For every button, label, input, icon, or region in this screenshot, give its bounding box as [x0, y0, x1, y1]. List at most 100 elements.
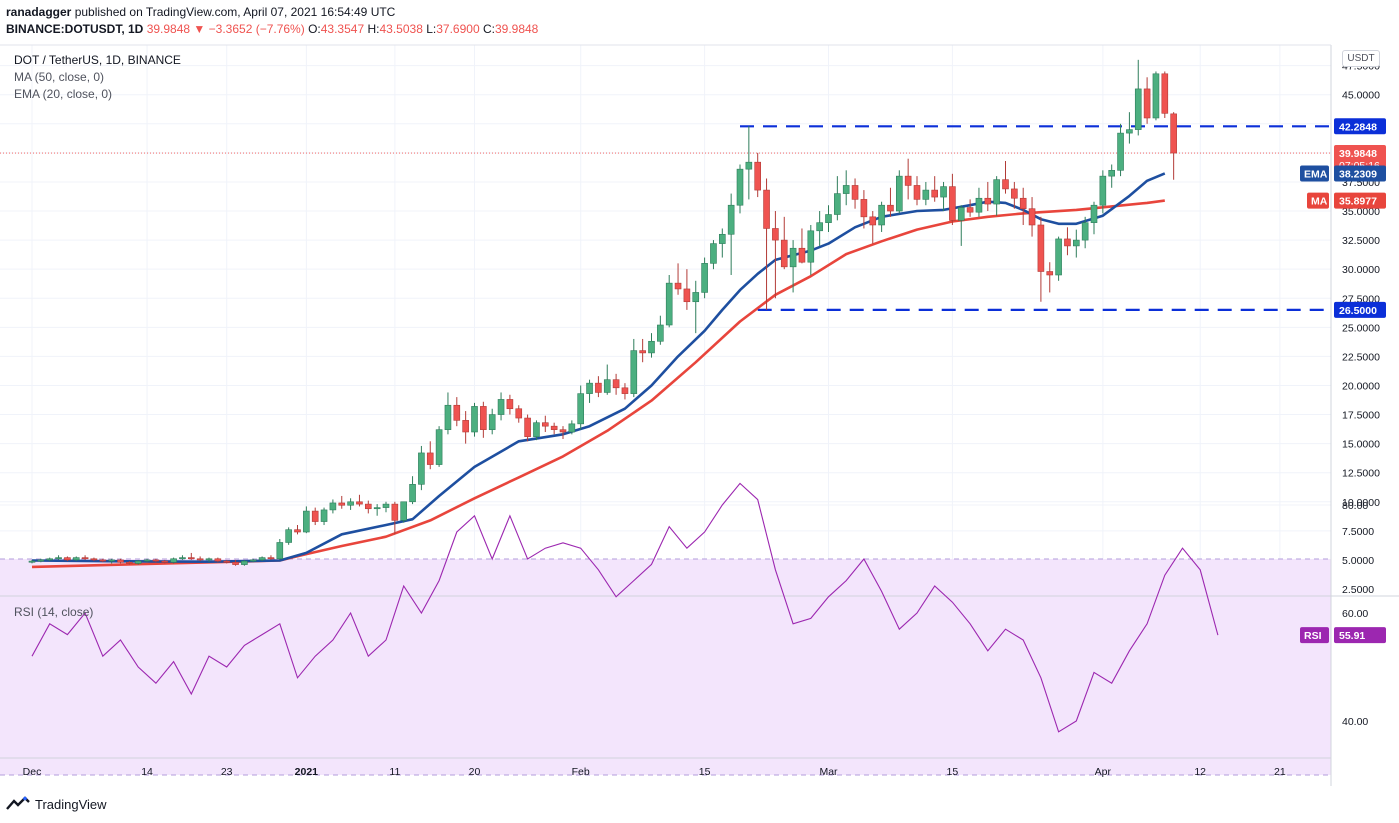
- candle-body[interactable]: [320, 509, 328, 522]
- candle-body[interactable]: [134, 560, 142, 564]
- candle-body[interactable]: [196, 558, 204, 561]
- candle-body[interactable]: [993, 179, 1000, 205]
- candle-body[interactable]: [232, 561, 239, 565]
- candle-body[interactable]: [524, 417, 531, 437]
- candle-body[interactable]: [471, 406, 478, 433]
- candle-body[interactable]: [356, 501, 363, 505]
- candle-body[interactable]: [435, 429, 443, 465]
- candle-body[interactable]: [480, 406, 487, 430]
- candle-body[interactable]: [1011, 188, 1018, 199]
- candle-body[interactable]: [1134, 88, 1142, 130]
- candle-body[interactable]: [205, 558, 213, 561]
- candle-body[interactable]: [1019, 197, 1027, 209]
- candle-body[interactable]: [294, 529, 301, 533]
- candle-body[interactable]: [241, 560, 248, 565]
- candle-body[interactable]: [347, 501, 354, 506]
- footer-logo[interactable]: TradingView: [6, 796, 107, 812]
- candle-body[interactable]: [736, 168, 744, 206]
- publisher-name[interactable]: ranadagger: [6, 5, 72, 19]
- candle-body[interactable]: [338, 502, 346, 506]
- candle-body[interactable]: [807, 230, 815, 263]
- currency-button[interactable]: USDT: [1342, 50, 1380, 67]
- candle-body[interactable]: [90, 558, 98, 561]
- candle-body[interactable]: [683, 288, 691, 303]
- candle-body[interactable]: [37, 559, 45, 562]
- candle-body[interactable]: [108, 559, 115, 562]
- candle-body[interactable]: [887, 204, 894, 212]
- candle-body[interactable]: [28, 560, 36, 563]
- candle-body[interactable]: [860, 199, 868, 218]
- candle-body[interactable]: [577, 393, 585, 425]
- candle-body[interactable]: [595, 382, 602, 393]
- candle-body[interactable]: [488, 414, 496, 430]
- candle-body[interactable]: [462, 420, 469, 433]
- candle-body[interactable]: [745, 161, 753, 170]
- candle-body[interactable]: [267, 557, 275, 560]
- candle-body[interactable]: [780, 239, 788, 268]
- candle-body[interactable]: [842, 185, 850, 194]
- candle-body[interactable]: [612, 379, 620, 389]
- candle-body[interactable]: [913, 185, 921, 200]
- candle-body[interactable]: [311, 510, 319, 522]
- level-tag[interactable]: [1334, 301, 1386, 318]
- candle-body[interactable]: [984, 197, 992, 205]
- candle-body[interactable]: [373, 507, 381, 510]
- candle-body[interactable]: [1055, 238, 1062, 276]
- candle-body[interactable]: [249, 559, 257, 562]
- candle-body[interactable]: [285, 529, 292, 543]
- candle-body[interactable]: [1081, 222, 1089, 241]
- candle-body[interactable]: [940, 186, 947, 198]
- candle-body[interactable]: [418, 452, 425, 485]
- candle-body[interactable]: [869, 216, 877, 226]
- price-pane[interactable]: [0, 45, 1331, 595]
- candle-body[interactable]: [559, 429, 567, 433]
- candle-body[interactable]: [674, 282, 682, 290]
- candle-body[interactable]: [391, 503, 399, 521]
- candle-body[interactable]: [214, 558, 222, 562]
- candle-body[interactable]: [710, 243, 717, 264]
- candle-body[interactable]: [126, 561, 133, 564]
- candle-body[interactable]: [949, 186, 956, 221]
- price-ma-tag[interactable]: [1334, 192, 1386, 209]
- candle-body[interactable]: [409, 484, 416, 503]
- candle-body[interactable]: [789, 247, 797, 268]
- candle-body[interactable]: [1117, 132, 1124, 171]
- candle-body[interactable]: [258, 557, 266, 561]
- candle-body[interactable]: [718, 233, 726, 244]
- candle-body[interactable]: [46, 558, 54, 561]
- candle-body[interactable]: [1152, 73, 1160, 119]
- level-tag[interactable]: [1334, 118, 1386, 135]
- candle-body[interactable]: [1073, 239, 1080, 247]
- candle-body[interactable]: [701, 263, 708, 293]
- legend-ema[interactable]: EMA (20, close, 0): [14, 87, 113, 101]
- candle-body[interactable]: [1170, 113, 1177, 154]
- candle-body[interactable]: [851, 185, 859, 200]
- price-ema-tag[interactable]: [1334, 165, 1386, 182]
- candle-body[interactable]: [188, 557, 195, 560]
- candle-body[interactable]: [179, 557, 186, 560]
- candle-body[interactable]: [825, 214, 832, 223]
- candle-body[interactable]: [1161, 73, 1169, 114]
- candle-body[interactable]: [99, 559, 107, 562]
- candle-body[interactable]: [957, 207, 965, 221]
- candle-body[interactable]: [64, 557, 71, 561]
- candle-body[interactable]: [639, 350, 646, 354]
- rsi-current-tag[interactable]: [1334, 627, 1386, 644]
- candle-body[interactable]: [426, 452, 434, 465]
- candle-body[interactable]: [506, 399, 514, 410]
- candle-body[interactable]: [648, 340, 655, 354]
- legend-ma[interactable]: MA (50, close, 0): [14, 70, 105, 84]
- candle-body[interactable]: [1028, 208, 1036, 226]
- candle-body[interactable]: [763, 189, 770, 229]
- candle-body[interactable]: [772, 228, 779, 241]
- candle-body[interactable]: [550, 425, 558, 430]
- candle-body[interactable]: [541, 422, 549, 427]
- candle-body[interactable]: [1002, 179, 1009, 190]
- candle-body[interactable]: [1126, 129, 1133, 134]
- candle-body[interactable]: [621, 387, 629, 394]
- candle-body[interactable]: [81, 557, 89, 560]
- candle-body[interactable]: [152, 559, 160, 562]
- candle-body[interactable]: [1143, 88, 1151, 119]
- symbol-label[interactable]: BINANCE:DOTUSDT, 1D: [6, 22, 144, 36]
